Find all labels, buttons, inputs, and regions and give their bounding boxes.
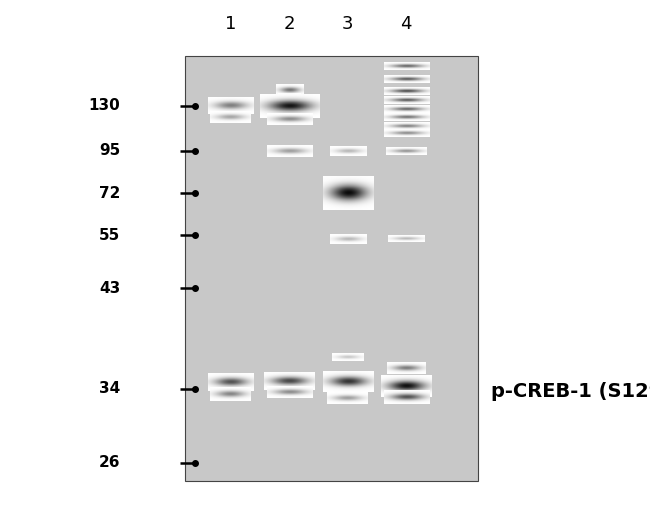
Text: 2: 2 [283,15,295,33]
Text: 3: 3 [342,15,354,33]
Text: 130: 130 [88,98,120,113]
FancyBboxPatch shape [185,56,478,481]
Text: 43: 43 [99,281,120,296]
Text: 1: 1 [225,15,237,33]
Text: 72: 72 [99,186,120,200]
Text: 4: 4 [400,15,412,33]
Text: 55: 55 [99,228,120,243]
Text: 95: 95 [99,143,120,158]
Text: 26: 26 [99,455,120,470]
Text: 34: 34 [99,381,120,396]
Text: p-CREB-1 (S129): p-CREB-1 (S129) [491,382,650,401]
